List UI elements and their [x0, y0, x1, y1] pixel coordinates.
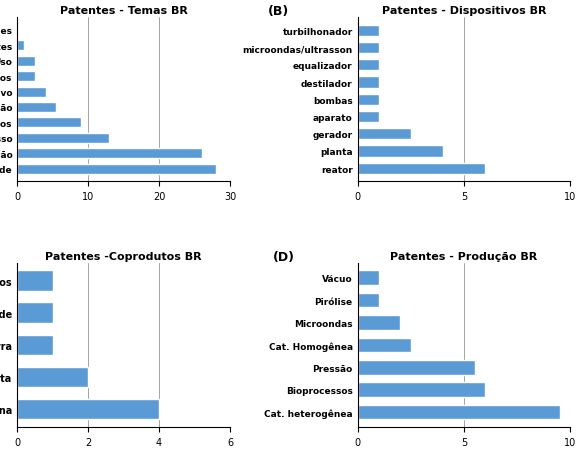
Bar: [358, 271, 379, 285]
Bar: [17, 72, 35, 82]
Bar: [358, 405, 560, 420]
Bar: [17, 367, 88, 387]
Bar: [358, 293, 379, 308]
Bar: [358, 316, 400, 330]
Bar: [17, 399, 159, 420]
Bar: [358, 146, 442, 157]
Bar: [17, 149, 202, 159]
Bar: [358, 112, 379, 123]
Bar: [17, 335, 53, 356]
Bar: [358, 77, 379, 89]
Bar: [358, 163, 485, 174]
Bar: [17, 87, 46, 97]
Bar: [358, 360, 475, 375]
Bar: [17, 303, 53, 324]
Title: Patentes - Temas BR: Patentes - Temas BR: [60, 6, 188, 16]
Bar: [358, 95, 379, 106]
Title: Patentes - Produção BR: Patentes - Produção BR: [391, 252, 537, 261]
Text: (D): (D): [272, 251, 294, 263]
Title: Patentes - Dispositivos BR: Patentes - Dispositivos BR: [382, 6, 546, 16]
Bar: [358, 129, 411, 140]
Text: (B): (B): [268, 6, 290, 18]
Bar: [17, 41, 24, 51]
Bar: [17, 271, 53, 291]
Title: Patentes -Coprodutos BR: Patentes -Coprodutos BR: [46, 252, 202, 261]
Bar: [17, 164, 216, 174]
Bar: [17, 56, 35, 67]
Bar: [358, 26, 379, 37]
Bar: [358, 60, 379, 71]
Bar: [358, 43, 379, 54]
Bar: [17, 134, 109, 144]
Bar: [358, 383, 485, 397]
Bar: [17, 103, 56, 113]
Bar: [17, 118, 81, 128]
Bar: [358, 338, 411, 353]
